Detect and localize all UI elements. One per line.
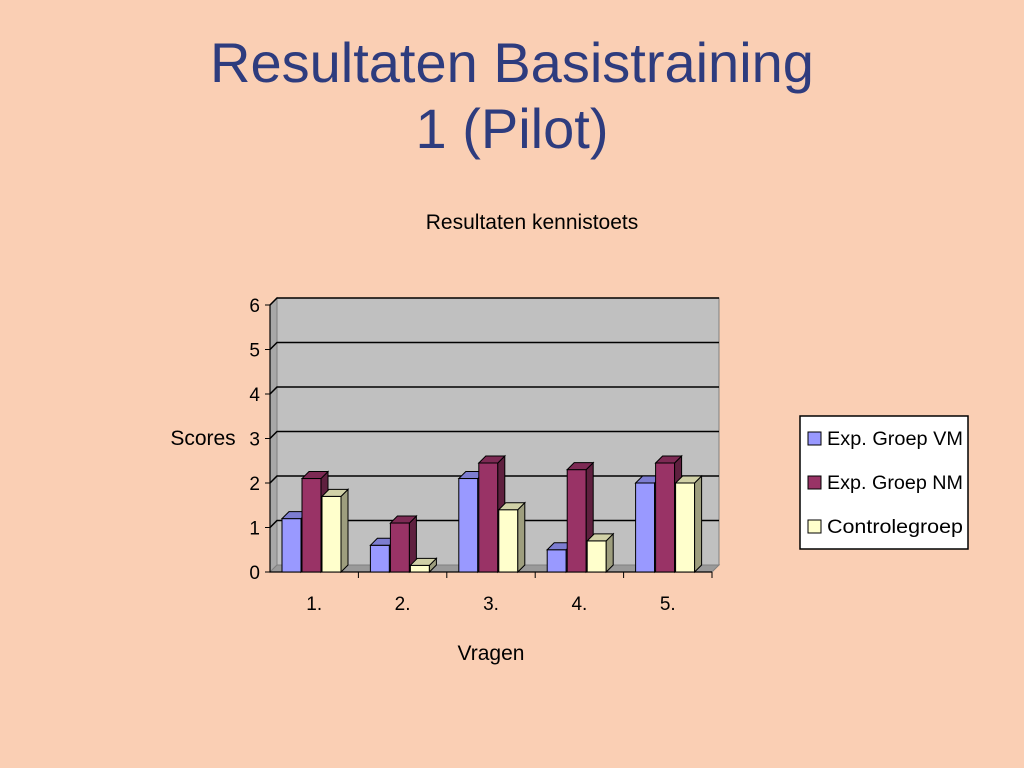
bar	[585, 532, 615, 574]
bar-front	[655, 462, 676, 573]
bar	[497, 501, 527, 574]
bar-top	[497, 502, 527, 511]
bar-front	[321, 495, 342, 573]
y-tick-label: 4	[249, 385, 260, 406]
y-tick-label: 2	[249, 474, 260, 495]
legend-label: Exp. Groep VM	[827, 429, 963, 450]
bar-top	[654, 455, 683, 464]
gridline	[269, 430, 719, 440]
slide-title-line-1: Resultaten Basistraining	[210, 31, 814, 94]
legend-swatch	[807, 431, 822, 446]
gridline	[269, 297, 719, 306]
bar-side	[340, 488, 349, 574]
bar-front	[546, 549, 567, 573]
y-tick-label: 1	[249, 519, 260, 540]
bar-top	[585, 533, 615, 542]
gridline	[269, 386, 719, 395]
bar-top	[477, 455, 507, 464]
slide-title-line-2: 1 (Pilot)	[415, 97, 609, 160]
y-tick-label: 3	[249, 430, 260, 451]
legend-label: Controlegroep	[827, 517, 963, 538]
bar	[320, 488, 350, 574]
bar-side	[694, 474, 703, 574]
bar-front	[301, 478, 322, 573]
bar	[389, 514, 418, 574]
bar-front	[281, 518, 302, 573]
x-tick-label: 4.	[571, 594, 587, 615]
bar-front	[566, 469, 587, 573]
y-tick-label: 6	[249, 296, 260, 317]
bar-top	[674, 475, 703, 484]
bar-top	[300, 471, 330, 480]
bar	[409, 557, 438, 574]
bar-front	[458, 478, 479, 573]
x-tick-label: 3.	[483, 594, 499, 615]
chart-title: Resultaten kennistoets	[426, 211, 638, 234]
gridline	[269, 341, 719, 351]
bar-front	[586, 540, 607, 573]
legend-box	[799, 415, 969, 550]
x-tick-label: 2.	[395, 594, 411, 615]
y-tick-label: 5	[249, 341, 260, 362]
bar-front	[498, 509, 519, 573]
legend-swatch	[807, 519, 822, 534]
bar-front	[635, 482, 656, 573]
bar-front	[369, 544, 390, 573]
legend-label: Exp. Groep NM	[827, 473, 963, 494]
bar-front	[675, 482, 696, 573]
legend-swatch	[807, 475, 822, 490]
y-axis-label: Scores	[170, 427, 235, 450]
x-tick-label: 1.	[306, 594, 322, 615]
bar-top	[389, 515, 418, 524]
y-tick-label: 0	[249, 563, 260, 584]
bar-top	[409, 557, 438, 566]
bar-side	[517, 501, 526, 574]
x-tick-label: 5.	[660, 594, 676, 615]
bar-top	[320, 488, 350, 497]
slide-title: Resultaten Basistraining 1 (Pilot)	[0, 30, 1024, 162]
bar-front	[389, 522, 410, 573]
x-axis-label: Vragen	[458, 642, 525, 665]
bar	[674, 474, 703, 574]
bar-front	[478, 462, 499, 573]
bar-top	[565, 462, 595, 471]
bar-front	[409, 564, 430, 573]
legend: Exp. Groep VM Exp. Groep NM Controlegroep	[799, 415, 969, 550]
